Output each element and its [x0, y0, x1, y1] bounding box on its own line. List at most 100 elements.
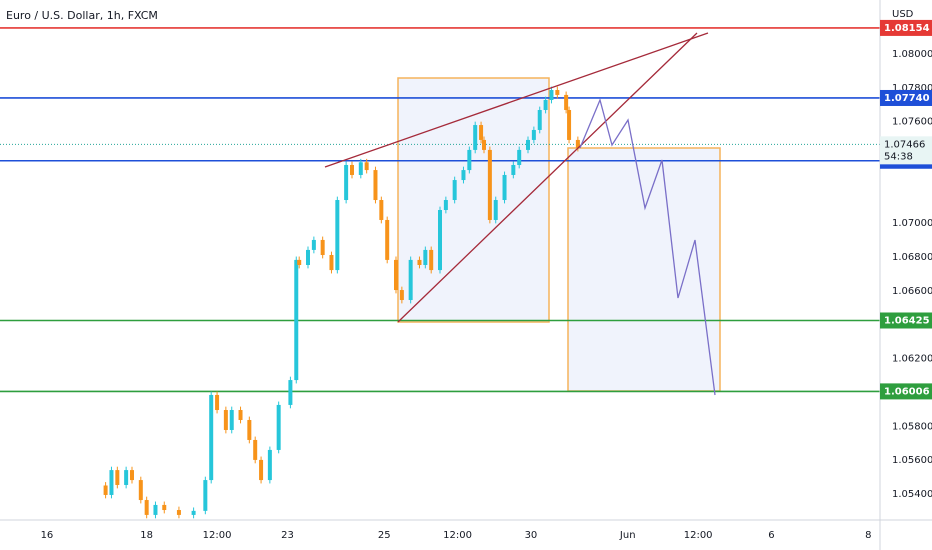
upper-trendline: [324, 32, 709, 168]
x-tick-label: 12:00: [443, 530, 472, 541]
candle-body: [502, 174, 507, 201]
candle-body: [511, 164, 516, 175]
candle-body: [543, 100, 548, 110]
x-tick-label: Jun: [619, 530, 636, 541]
y-tick-label: 1.05800: [892, 421, 932, 432]
candle-body: [276, 404, 281, 450]
x-tick-label: 12:00: [203, 530, 232, 541]
candle-body: [537, 109, 542, 130]
candle-body: [473, 125, 478, 150]
candle-body: [564, 94, 569, 110]
candle-body: [288, 380, 293, 405]
price-level-tag: [880, 312, 932, 329]
y-tick-label: 1.06600: [892, 286, 932, 297]
candle-body: [138, 480, 143, 501]
price-level-tag: [880, 383, 932, 400]
price-level-label: 1.08154: [884, 23, 930, 34]
candle-body: [311, 239, 316, 250]
candle-body: [452, 180, 457, 201]
candle-body: [115, 470, 120, 485]
x-tick-label: 16: [41, 530, 54, 541]
target-box: [567, 147, 721, 392]
currency-label: USD: [892, 9, 914, 20]
x-tick-label: 6: [768, 530, 774, 541]
overlay: [324, 32, 716, 396]
candle-body: [531, 129, 536, 140]
price-level-label: 1.06425: [884, 315, 930, 326]
candle-body: [467, 149, 472, 171]
candle-body: [320, 239, 325, 256]
candle-body: [294, 259, 299, 381]
x-tick-label: 30: [525, 530, 538, 541]
candle-body: [379, 200, 384, 220]
candle-body: [329, 255, 334, 271]
x-tick-label: 25: [378, 530, 391, 541]
candle-body: [364, 162, 369, 171]
price-level-label: 1.07740: [884, 93, 930, 104]
y-tick-label: 1.08000: [892, 49, 932, 60]
candle-body: [124, 470, 129, 485]
candle-body: [567, 109, 572, 140]
candle-body: [373, 170, 378, 201]
candle-body: [461, 170, 466, 181]
candle-body: [203, 480, 208, 511]
candle-body: [247, 419, 252, 440]
candle-body: [487, 149, 492, 220]
x-tick-label: 12:00: [684, 530, 713, 541]
candle-body: [350, 164, 354, 175]
x-tick-label: 8: [865, 530, 871, 541]
candle-body: [443, 200, 448, 210]
levels: [0, 27, 880, 393]
y-tick-label: 1.05600: [892, 455, 932, 466]
axis-labels: 1.08000 1.07800 1.07600 1.07000 1.06800 1.066…: [41, 19, 932, 541]
candle-body: [479, 125, 484, 140]
candle-body: [549, 90, 554, 101]
candle-body: [385, 219, 390, 260]
candle-body: [429, 249, 434, 271]
y-tick-label: 1.06800: [892, 252, 932, 263]
y-tick-label: 1.07600: [892, 117, 932, 128]
candle-body: [109, 470, 114, 495]
candle-body: [153, 504, 158, 515]
candle-body: [493, 200, 498, 220]
candle-body: [259, 459, 264, 481]
candle-body: [297, 259, 302, 265]
candle-body: [238, 410, 243, 420]
candle-body: [517, 149, 522, 165]
price-level-tag: [880, 89, 932, 106]
countdown-label: 54:38: [884, 151, 913, 162]
y-tick-label: 1.07800: [892, 83, 932, 94]
chart-title: Euro / U.S. Dollar, 1h, FXCM: [6, 9, 158, 22]
candle-body: [229, 410, 234, 430]
candle-body: [344, 164, 349, 201]
candle-body: [394, 259, 398, 291]
candle-body: [306, 249, 310, 265]
candle-body: [215, 394, 220, 411]
candle-body: [408, 259, 413, 301]
projection-path: [579, 97, 716, 396]
candle-body: [482, 139, 486, 150]
candles: [103, 86, 580, 519]
candle-body: [162, 504, 167, 511]
candle-body: [253, 439, 258, 460]
candle-body: [191, 510, 196, 515]
candle-body: [335, 200, 340, 271]
candle-body: [575, 139, 580, 149]
candle-body: [526, 139, 530, 150]
y-tick-label: 1.05400: [892, 489, 932, 500]
candle-body: [358, 162, 363, 175]
x-tick-label: 18: [140, 530, 153, 541]
candle-body: [176, 510, 181, 515]
y-tick-label: 1.07000: [892, 218, 932, 229]
y-tick-label: 1.06200: [892, 354, 932, 365]
price-level-label: 1.06006: [884, 386, 930, 397]
candle-body: [144, 500, 149, 515]
price-level-tag: [880, 19, 932, 36]
candle-body: [399, 290, 404, 301]
x-tick-label: 23: [281, 530, 294, 541]
candle-body: [555, 90, 560, 95]
candle-body: [130, 470, 134, 481]
lower-trendline: [397, 32, 698, 323]
candle-body: [423, 249, 428, 265]
